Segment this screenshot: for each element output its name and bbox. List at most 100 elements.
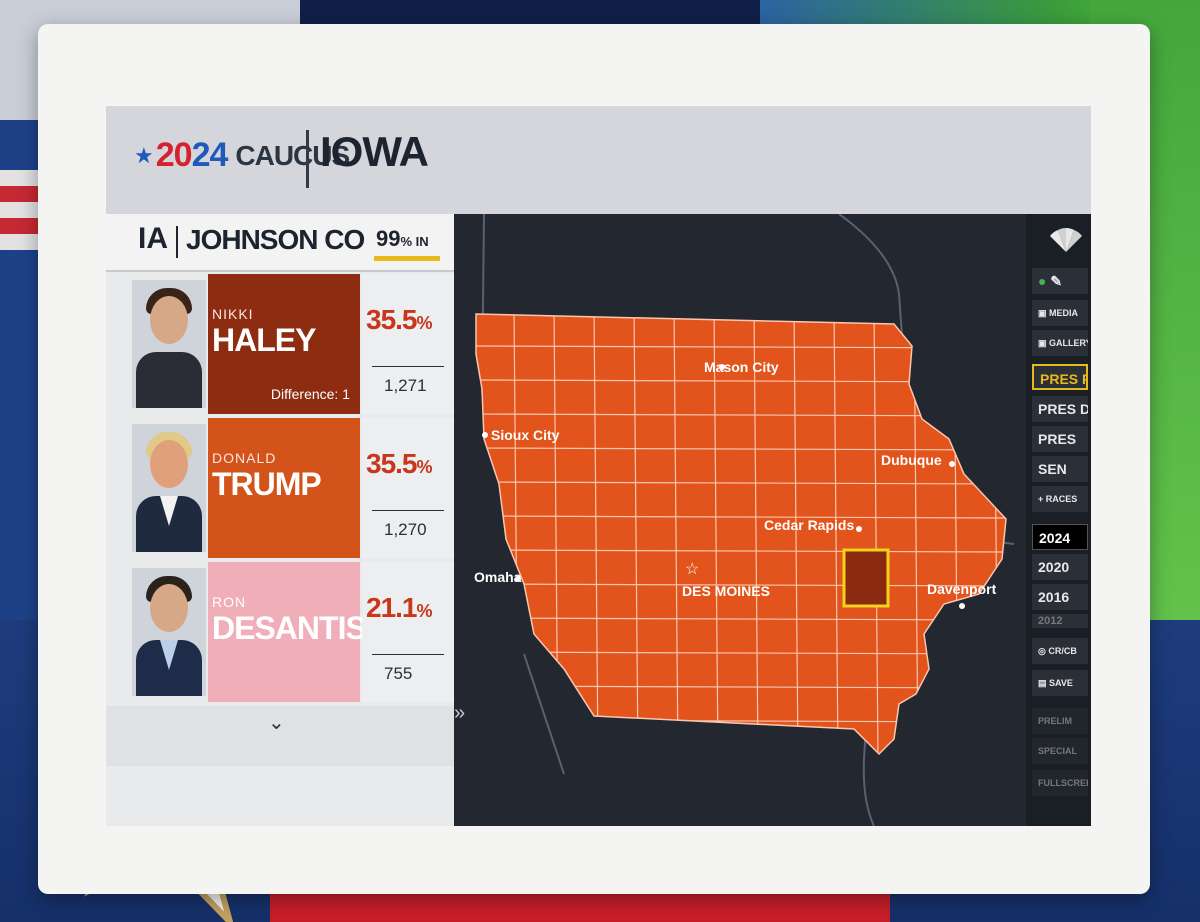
city-davenport: Davenport xyxy=(927,581,997,597)
county-border xyxy=(713,314,719,754)
candidate-votes: 755 xyxy=(384,664,413,683)
county-border xyxy=(753,314,759,754)
right-toolbar: ● ✎ ▣ MEDIA ▣ GALLERY PRES R PRES D PRES… xyxy=(1026,214,1091,826)
map-canvas: Mason City Sioux City Dubuque Cedar Rapi… xyxy=(474,214,1015,826)
dot-icon: ● xyxy=(1038,273,1047,289)
vote-difference: Difference: 1 xyxy=(270,386,350,402)
star-icon: ☆ xyxy=(685,561,699,578)
reporting-bar xyxy=(374,256,440,261)
media-button[interactable]: ▣ MEDIA xyxy=(1032,300,1088,326)
reporting-status: 99% IN xyxy=(376,226,429,251)
results-panel: IA JOHNSON CO 99% IN NIKKI HALEY Differe… xyxy=(106,214,454,826)
special-button[interactable]: SPECIAL xyxy=(1032,738,1088,764)
candidate-row-haley[interactable]: NIKKI HALEY Difference: 1 35.5% 1,271 xyxy=(106,274,454,414)
candidate-first-name: DONALD xyxy=(212,450,277,466)
pres-r-button[interactable]: PRES R xyxy=(1032,364,1088,390)
county-border xyxy=(833,314,839,754)
more-races-button[interactable]: + RACES xyxy=(1032,486,1088,512)
pres-button[interactable]: PRES xyxy=(1032,426,1088,452)
county-border xyxy=(593,314,599,754)
candidate-last-name: TRUMP xyxy=(212,466,322,502)
candidate-votes: 1,270 xyxy=(384,520,427,539)
avatar-face xyxy=(150,440,188,488)
logo-event: CAUCUS xyxy=(235,139,350,171)
county-border xyxy=(476,651,1006,655)
candidate-last-name: DESANTIS xyxy=(212,610,367,646)
candidate-last-name: HALEY xyxy=(212,322,316,358)
prelim-button[interactable]: PRELIM xyxy=(1032,708,1088,734)
city-cedar-rapids: Cedar Rapids xyxy=(764,517,854,533)
city-mason-city: Mason City xyxy=(704,359,779,375)
year-2020-button[interactable]: 2020 xyxy=(1032,554,1088,580)
iowa-county-map[interactable]: Mason City Sioux City Dubuque Cedar Rapi… xyxy=(454,214,1026,826)
candidate-result: 35.5% 1,270 xyxy=(362,418,454,558)
divider xyxy=(372,654,444,655)
year-2016-button[interactable]: 2016 xyxy=(1032,584,1088,610)
county-border xyxy=(873,314,879,754)
county-border xyxy=(476,549,1006,553)
pres-d-button[interactable]: PRES D xyxy=(1032,396,1088,422)
star-icon: ★ xyxy=(134,142,154,168)
gallery-button[interactable]: ▣ GALLERY xyxy=(1032,330,1088,356)
save-button[interactable]: ▤ SAVE xyxy=(1032,670,1088,696)
avatar xyxy=(132,568,206,696)
county-border xyxy=(476,515,1006,519)
chevron-down-icon[interactable]: ⌄ xyxy=(268,712,285,734)
candidate-row-trump[interactable]: DONALD TRUMP 35.5% 1,270 xyxy=(106,418,454,558)
county-header: IA JOHNSON CO 99% IN xyxy=(106,214,454,272)
city-des-moines: DES MOINES xyxy=(682,583,770,599)
city-sioux-city: Sioux City xyxy=(491,427,560,443)
logo-year: 2024 xyxy=(155,136,229,174)
pencil-icon: ✎ xyxy=(1050,273,1063,289)
county-border xyxy=(476,583,1006,587)
county-border xyxy=(476,481,1006,485)
candidate-result: 21.1% 755 xyxy=(362,562,454,702)
touchscreen-monitor: ★ 2024 CAUCUS IOWA IA JOHNSON CO 99% IN xyxy=(38,24,1150,894)
avatar xyxy=(132,424,206,552)
candidate-votes: 1,271 xyxy=(384,376,427,395)
divider xyxy=(372,366,444,367)
year-2024-button[interactable]: 2024 xyxy=(1032,524,1088,550)
draw-tool-button[interactable]: ● ✎ xyxy=(1032,268,1088,294)
candidate-name-block: RON DESANTIS xyxy=(208,562,367,702)
avatar-face xyxy=(150,296,188,344)
county-border xyxy=(793,314,799,754)
screen: ★ 2024 CAUCUS IOWA IA JOHNSON CO 99% IN xyxy=(106,106,1091,826)
city-labels: Mason City Sioux City Dubuque Cedar Rapi… xyxy=(474,359,997,609)
city-omaha: Omaha xyxy=(474,569,522,585)
double-chevron-right-icon[interactable]: » xyxy=(454,702,466,724)
candidate-row-desantis[interactable]: RON DESANTIS 21.1% 755 xyxy=(106,562,454,702)
cr-cb-button[interactable]: ◎ CR/CB xyxy=(1032,638,1088,664)
candidate-first-name: RON xyxy=(212,594,247,610)
year-2012-button[interactable]: 2012 xyxy=(1032,614,1088,628)
more-candidates-row[interactable]: ⌄ xyxy=(106,706,454,766)
caucus-logo: ★ 2024 CAUCUS xyxy=(134,136,350,175)
county-border xyxy=(476,617,1006,621)
state-abbr: IA xyxy=(138,222,168,255)
fullscreen-button[interactable]: FULLSCREEN xyxy=(1032,770,1088,796)
candidate-result: 35.5% 1,271 xyxy=(362,274,454,414)
county-johnson-highlight[interactable] xyxy=(842,548,890,608)
candidate-first-name: NIKKI xyxy=(212,306,254,322)
page-title: IOWA xyxy=(320,128,429,175)
candidate-percent: 21.1% xyxy=(366,592,433,623)
avatar-body xyxy=(136,352,202,408)
county-border xyxy=(476,753,1006,754)
header: ★ 2024 CAUCUS IOWA xyxy=(106,106,1091,214)
candidate-percent: 35.5% xyxy=(366,304,433,335)
header-divider xyxy=(306,130,309,188)
state-shape xyxy=(475,313,1007,756)
county-divider xyxy=(176,226,178,258)
candidate-percent: 35.5% xyxy=(366,448,433,479)
county-border xyxy=(633,314,639,754)
city-dubuque: Dubuque xyxy=(881,452,942,468)
divider xyxy=(372,510,444,511)
nbc-peacock-icon xyxy=(1050,228,1082,252)
avatar xyxy=(132,280,206,408)
studio-flag-stripes xyxy=(0,170,40,250)
county-border xyxy=(673,314,679,754)
sen-button[interactable]: SEN xyxy=(1032,456,1088,482)
avatar-face xyxy=(150,584,188,632)
county-name: JOHNSON CO xyxy=(186,224,365,255)
candidate-name-block: DONALD TRUMP xyxy=(208,418,360,558)
